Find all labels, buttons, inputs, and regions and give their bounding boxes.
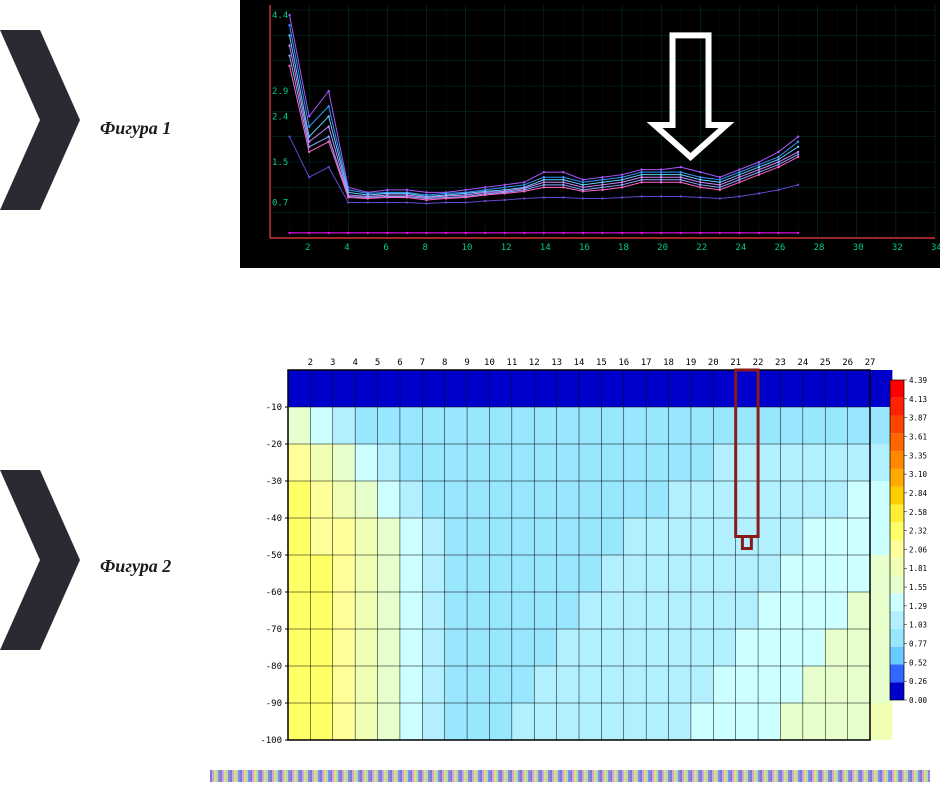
svg-text:20: 20 <box>708 358 719 368</box>
svg-text:0.26: 0.26 <box>909 677 928 686</box>
svg-text:2.06: 2.06 <box>909 545 928 554</box>
svg-text:4.4: 4.4 <box>272 11 288 21</box>
svg-text:3.87: 3.87 <box>909 414 927 423</box>
svg-text:16: 16 <box>618 358 629 368</box>
svg-text:-30: -30 <box>266 477 282 487</box>
svg-text:2.58: 2.58 <box>909 508 928 517</box>
label-fig2: Фигура 2 <box>100 556 171 577</box>
svg-text:-10: -10 <box>266 403 282 413</box>
svg-text:-80: -80 <box>266 662 282 672</box>
svg-text:20: 20 <box>657 243 668 253</box>
svg-text:0.77: 0.77 <box>909 640 927 649</box>
svg-text:4: 4 <box>352 358 357 368</box>
svg-text:2: 2 <box>305 243 310 253</box>
svg-text:30: 30 <box>853 243 864 253</box>
svg-text:0.52: 0.52 <box>909 658 927 667</box>
svg-text:6: 6 <box>397 358 402 368</box>
noise-divider <box>210 770 930 782</box>
svg-text:34: 34 <box>931 243 940 253</box>
svg-text:10: 10 <box>462 243 473 253</box>
svg-text:-20: -20 <box>266 440 282 450</box>
svg-text:13: 13 <box>551 358 562 368</box>
svg-text:24: 24 <box>735 243 746 253</box>
svg-text:7: 7 <box>420 358 425 368</box>
svg-text:-50: -50 <box>266 551 282 561</box>
svg-text:2.32: 2.32 <box>909 527 927 536</box>
svg-text:24: 24 <box>797 358 808 368</box>
svg-text:-60: -60 <box>266 588 282 598</box>
svg-text:0.00: 0.00 <box>909 696 928 705</box>
svg-text:17: 17 <box>641 358 652 368</box>
svg-text:-70: -70 <box>266 625 282 635</box>
svg-text:2.4: 2.4 <box>272 112 288 122</box>
svg-text:10: 10 <box>484 358 495 368</box>
svg-text:6: 6 <box>383 243 388 253</box>
svg-text:14: 14 <box>574 358 585 368</box>
svg-text:28: 28 <box>814 243 825 253</box>
svg-text:1.29: 1.29 <box>909 602 927 611</box>
svg-text:22: 22 <box>753 358 764 368</box>
svg-text:8: 8 <box>442 358 447 368</box>
svg-text:1.03: 1.03 <box>909 621 927 630</box>
svg-text:18: 18 <box>663 358 674 368</box>
svg-text:4: 4 <box>344 243 349 253</box>
svg-text:23: 23 <box>775 358 786 368</box>
svg-text:26: 26 <box>842 358 853 368</box>
svg-text:0.7: 0.7 <box>272 199 288 209</box>
svg-text:12: 12 <box>529 358 540 368</box>
svg-text:4.13: 4.13 <box>909 395 927 404</box>
svg-text:3.10: 3.10 <box>909 470 928 479</box>
svg-text:16: 16 <box>579 243 590 253</box>
svg-text:1.55: 1.55 <box>909 583 927 592</box>
svg-text:2: 2 <box>308 358 313 368</box>
svg-text:32: 32 <box>892 243 903 253</box>
svg-text:8: 8 <box>422 243 427 253</box>
chart2: 2345678910111213141516171819202122232425… <box>240 350 940 750</box>
svg-text:3: 3 <box>330 358 335 368</box>
svg-text:11: 11 <box>506 358 517 368</box>
svg-text:4.39: 4.39 <box>909 376 927 385</box>
pointer-fig1 <box>0 30 80 210</box>
svg-text:14: 14 <box>540 243 551 253</box>
svg-text:21: 21 <box>730 358 741 368</box>
svg-text:18: 18 <box>618 243 629 253</box>
svg-text:3.61: 3.61 <box>909 432 927 441</box>
svg-text:3.35: 3.35 <box>909 451 927 460</box>
svg-text:2.84: 2.84 <box>909 489 928 498</box>
label-fig1: Фигура 1 <box>100 118 171 139</box>
svg-text:-100: -100 <box>260 736 282 746</box>
svg-text:27: 27 <box>865 358 876 368</box>
svg-text:19: 19 <box>686 358 697 368</box>
svg-text:1.5: 1.5 <box>272 158 288 168</box>
svg-text:25: 25 <box>820 358 831 368</box>
chart1: 0.71.52.42.94.42468101214161820222426283… <box>240 0 940 268</box>
svg-text:9: 9 <box>464 358 469 368</box>
svg-text:15: 15 <box>596 358 607 368</box>
svg-text:26: 26 <box>775 243 786 253</box>
svg-text:-40: -40 <box>266 514 282 524</box>
svg-text:22: 22 <box>696 243 707 253</box>
svg-text:-90: -90 <box>266 699 282 709</box>
svg-text:2.9: 2.9 <box>272 87 288 97</box>
svg-text:5: 5 <box>375 358 380 368</box>
svg-text:12: 12 <box>501 243 512 253</box>
svg-text:1.81: 1.81 <box>909 564 927 573</box>
pointer-fig2 <box>0 470 80 650</box>
